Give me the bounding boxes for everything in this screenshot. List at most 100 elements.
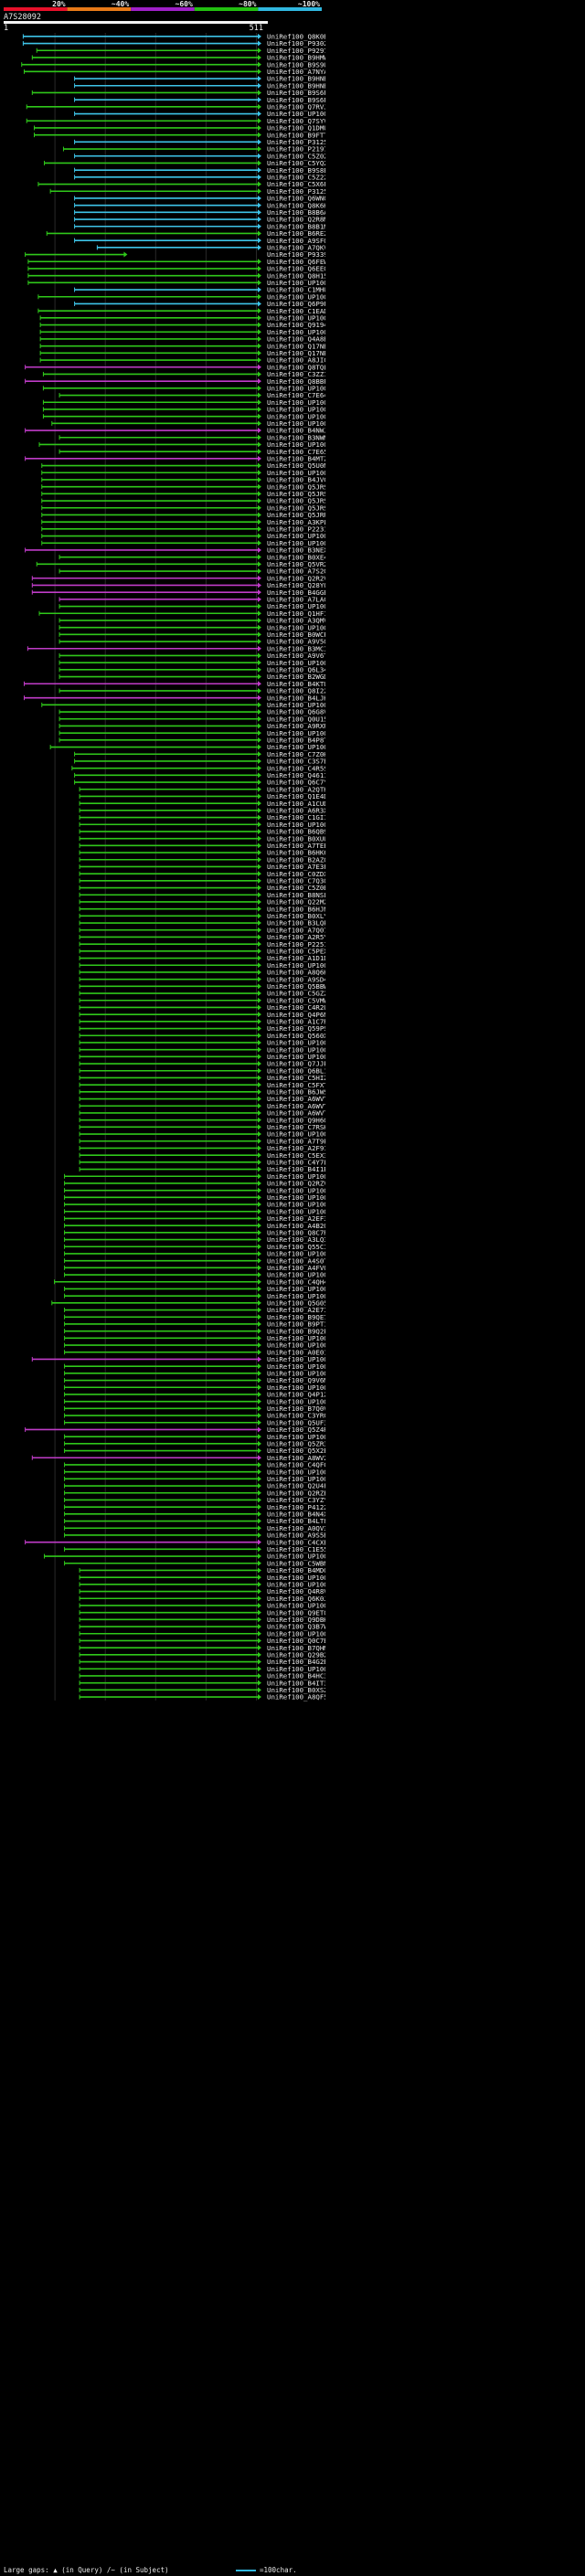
hit-arrow [258, 167, 261, 174]
hit-arrow [258, 491, 261, 497]
hit-label: UniRef100_Q5UF34 [267, 1418, 325, 1426]
hit-label: UniRef100_B9Q2P3 [267, 1327, 325, 1335]
hit-arrow [258, 856, 261, 863]
hit-label: UniRef100_C7RSK7 [267, 1123, 325, 1131]
hit-arrow [258, 1067, 261, 1074]
hit-arrow [258, 1525, 261, 1532]
hit-arrow [258, 1391, 261, 1397]
hit-arrow [258, 1314, 261, 1320]
hit-label: UniRef100_P22314 [267, 525, 325, 533]
hit-arrow [258, 1567, 261, 1574]
hit-arrow [258, 1349, 261, 1355]
hit-arrow [258, 1574, 261, 1581]
hit-arrow [258, 1096, 261, 1102]
hit-label: UniRef100_B4GGE0 [267, 588, 325, 597]
hit-arrow [258, 202, 261, 208]
query-id: A7S28092 [4, 13, 41, 22]
hit-label: UniRef100_A6WVT1-4 [267, 1102, 325, 1110]
hit-label: UniRef100_A8Q6K8 [267, 969, 325, 977]
hit-arrow [258, 61, 261, 68]
hit-arrow [258, 1651, 261, 1658]
hit-arrow [258, 639, 261, 645]
hit-label: UniRef100_B3LQP9 [267, 919, 325, 928]
hit-label: UniRef100_Q6EE03 [267, 265, 325, 273]
hit-label: UniRef100_UP1000.. [267, 1250, 325, 1258]
legend-label: 20% [52, 0, 66, 8]
hit-arrow [258, 1560, 261, 1566]
hit-arrow [258, 1250, 261, 1256]
hit-label: UniRef100_UP1000.. [267, 1186, 325, 1194]
hit-arrow [258, 1638, 261, 1644]
hit-arrow [258, 455, 261, 461]
hit-arrow [258, 1004, 261, 1011]
hit-arrow [258, 1356, 261, 1362]
hit-label: UniRef100_B6RE26 [267, 229, 325, 238]
hit-arrow [258, 681, 261, 687]
hit-label: UniRef100_A7E3F4 [267, 863, 325, 871]
hit-label: UniRef100_UP1000.. [267, 1629, 325, 1638]
hit-arrow [258, 1413, 261, 1419]
hit-label: UniRef100_P93028 [267, 39, 325, 48]
hit-label: UniRef100_C5YQ24 [267, 159, 325, 167]
hit-arrow [258, 617, 261, 623]
hit-label: UniRef100_A9RXR7 [267, 722, 325, 730]
hit-label: UniRef100_Q6L341 [267, 665, 325, 673]
hit-label: UniRef100_A3KPL1 [267, 518, 325, 526]
hit-arrow [258, 1012, 261, 1018]
hit-arrow [258, 146, 261, 153]
hit-label: UniRef100_C5PEX5 [267, 947, 325, 955]
hit-arrow [258, 1166, 261, 1172]
hit-label: UniRef100_UP1000.. [267, 729, 325, 737]
hit-label: UniRef100_C5Z0B5 [267, 884, 325, 892]
hit-arrow [258, 730, 261, 737]
hit-label: UniRef100_B0WCP8 [267, 631, 325, 639]
hit-label: UniRef100_Q2RZE1 [267, 1489, 325, 1497]
hit-arrow [258, 1497, 261, 1503]
hit-arrow [258, 575, 261, 581]
hit-arrow [258, 941, 261, 948]
hit-arrow [258, 1609, 261, 1616]
hit-label: UniRef100_B9FTT7 [267, 131, 325, 139]
hit-arrow [258, 673, 261, 680]
hit-arrow [258, 209, 261, 216]
hit-arrow [258, 1680, 261, 1686]
hit-label: UniRef100_B6QB94 [267, 828, 325, 836]
hit-arrow [258, 1630, 261, 1637]
hit-label: UniRef100_A9S5B8 [267, 1532, 325, 1540]
hit-label: UniRef100_Q17NB5 [267, 349, 325, 357]
hit-arrow [258, 1468, 261, 1475]
hit-arrow [258, 1265, 261, 1271]
hit-label: UniRef100_UP1000.. [267, 328, 325, 336]
hit-label: UniRef100_Q6C7Y3 [267, 779, 325, 787]
hit-label: UniRef100_Q7JJP9 [267, 1060, 325, 1068]
hit-arrow [258, 48, 261, 54]
hit-arrow [258, 850, 261, 856]
hit-label: UniRef100_C5GZ23 [267, 990, 325, 998]
hit-label: UniRef100_B4G2B6 [267, 1658, 325, 1666]
hit-label: UniRef100_Q2R8M4 [267, 216, 325, 224]
hit-arrow [258, 828, 261, 834]
hit-label: UniRef100_B3NWM5 [267, 433, 325, 441]
hit-arrow [258, 1103, 261, 1109]
hit-arrow [258, 948, 261, 954]
hit-label: UniRef100_B9S6P6 [267, 89, 325, 97]
hit-label: UniRef100_UP1000.. [267, 1271, 325, 1279]
hit-label: UniRef100_Q5BBW6 [267, 982, 325, 991]
hit-label: UniRef100_B4I1B8 [267, 1165, 325, 1173]
hit-arrow [258, 582, 261, 588]
hit-label: UniRef100_UP1000.. [267, 961, 325, 970]
hit-label: UniRef100_Q5JRS1 [267, 497, 325, 505]
hit-label: UniRef100_B2AZ06 [267, 855, 325, 864]
hit-arrow [258, 1694, 261, 1701]
hit-label: UniRef100_A3LQ33 [267, 1235, 325, 1244]
hit-arrow [258, 188, 261, 195]
hit-arrow [258, 786, 261, 792]
hit-label: UniRef100_C3YZY0 [267, 1496, 325, 1504]
hit-arrow [258, 1025, 261, 1032]
hit-label: UniRef100_UP1000.. [267, 659, 325, 667]
hit-arrow [258, 512, 261, 518]
hit-label: UniRef100_B4N4X7 [267, 1510, 325, 1518]
hit-arrow [258, 441, 261, 448]
hit-label: UniRef100_UP1000.. [267, 1468, 325, 1476]
hit-arrow [258, 1109, 261, 1116]
